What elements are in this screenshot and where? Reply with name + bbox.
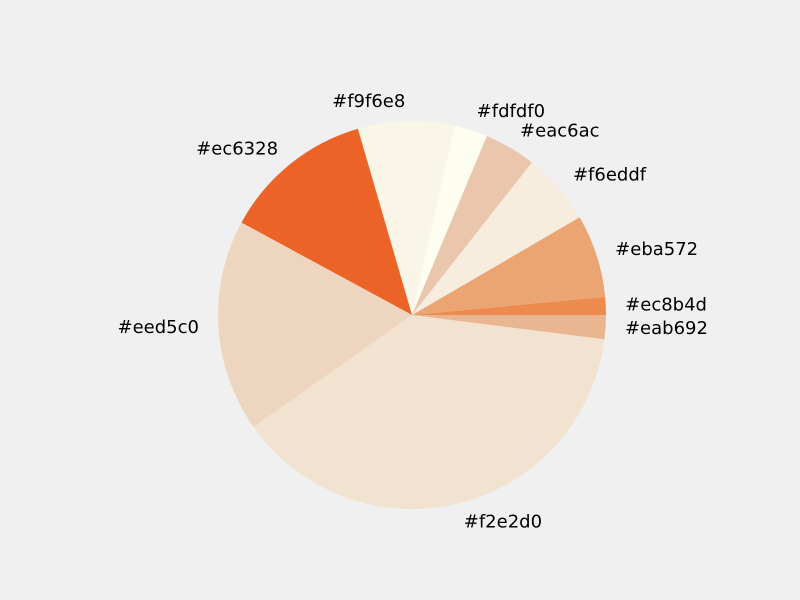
pie-slice-fdfdf0 <box>412 125 487 315</box>
pie-label-eba572: #eba572 <box>615 239 698 260</box>
pie-slice-eed5c0 <box>217 222 412 428</box>
pie-label-ec8b4d: #ec8b4d <box>625 294 707 315</box>
pie-slice-ec6328 <box>241 128 412 315</box>
pie-slices <box>217 120 606 509</box>
pie-slice-eac6ac <box>412 136 532 315</box>
pie-slice-f9f6e8 <box>357 120 455 315</box>
pie-label-f6eddf: #f6eddf <box>573 164 647 185</box>
pie-slice-f6eddf <box>412 162 580 315</box>
pie-slice-f2e2d0 <box>253 315 605 509</box>
pie-slice-eba572 <box>412 217 606 315</box>
pie-label-eac6ac: #eac6ac <box>520 120 599 141</box>
pie-label-f2e2d0: #f2e2d0 <box>464 512 542 533</box>
pie-label-ec6328: #ec6328 <box>196 138 278 159</box>
pie-label-f9f6e8: #f9f6e8 <box>332 91 405 112</box>
pie-label-eed5c0: #eed5c0 <box>118 317 199 338</box>
pie-slice-eab692 <box>412 315 606 340</box>
pie-label-eab692: #eab692 <box>625 318 708 339</box>
pie-labels: #ec8b4d #eba572 #f6eddf #eac6ac#fdfdf0 #f9f6… <box>118 91 708 532</box>
pie-label-fdfdf0: #fdfdf0 <box>477 101 545 122</box>
pie-slice-ec8b4d <box>412 296 606 315</box>
